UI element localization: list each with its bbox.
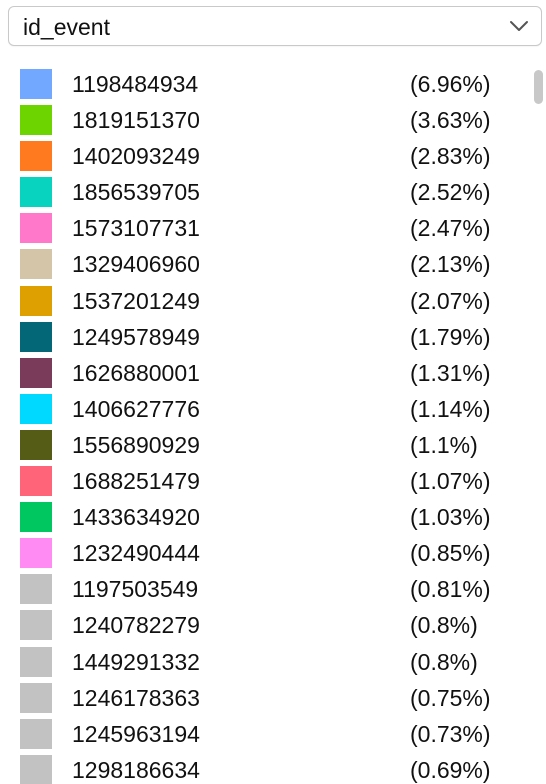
legend-item[interactable]: 1556890929 (1.1%) (0, 427, 530, 463)
legend-scrollbar[interactable] (532, 60, 546, 784)
legend-item[interactable]: 1245963194 (0.73%) (0, 716, 530, 752)
color-swatch (20, 321, 52, 352)
legend-item[interactable]: 1246178363 (0.75%) (0, 680, 530, 716)
legend-item[interactable]: 1856539705 (2.52%) (0, 174, 530, 210)
legend-item-percentage: (1.14%) (410, 395, 491, 422)
legend-item-percentage: (6.96%) (410, 71, 491, 97)
legend-item-percentage: (0.8%) (410, 648, 478, 675)
legend-item-percentage: (2.83%) (410, 143, 491, 170)
color-swatch (20, 141, 52, 172)
legend-item[interactable]: 1449291332 (0.8%) (0, 644, 530, 680)
legend-item-percentage: (0.73%) (410, 720, 491, 747)
legend-item-label: 1573107731 (72, 215, 200, 242)
chevron-down-icon (510, 21, 528, 31)
legend-item-percentage: (1.31%) (410, 359, 491, 386)
color-swatch (20, 69, 52, 99)
legend-item-label: 1402093249 (72, 143, 200, 170)
color-swatch (20, 718, 52, 749)
legend-item-percentage: (0.69%) (410, 756, 491, 783)
legend-item-percentage: (2.13%) (410, 251, 491, 278)
legend-item-label: 1856539705 (72, 179, 200, 206)
legend-item-percentage: (1.79%) (410, 323, 491, 350)
color-swatch (20, 574, 52, 605)
field-select-dropdown[interactable]: id_event (8, 6, 542, 46)
legend-item-percentage: (1.03%) (410, 504, 491, 531)
legend-item-percentage: (0.85%) (410, 540, 491, 567)
color-swatch (20, 249, 52, 280)
legend-item-label: 1688251479 (72, 468, 200, 495)
legend-item-label: 1433634920 (72, 504, 200, 531)
legend-item[interactable]: 1198484934 (6.96%) (0, 66, 530, 102)
legend-item[interactable]: 1402093249 (2.83%) (0, 138, 530, 174)
legend-item-percentage: (1.07%) (410, 468, 491, 495)
legend-item-percentage: (0.8%) (410, 612, 478, 639)
color-swatch (20, 213, 52, 244)
legend-item-label: 1626880001 (72, 359, 200, 386)
color-swatch (20, 393, 52, 424)
legend-item[interactable]: 1329406960 (2.13%) (0, 246, 530, 282)
legend-item[interactable]: 1537201249 (2.07%) (0, 283, 530, 319)
legend-item-label: 1819151370 (72, 107, 200, 134)
color-swatch (20, 646, 52, 677)
legend-item-percentage: (2.52%) (410, 179, 491, 206)
legend-item[interactable]: 1197503549 (0.81%) (0, 571, 530, 607)
legend-item-label: 1198484934 (72, 71, 199, 97)
color-swatch (20, 285, 52, 316)
legend-item[interactable]: 1819151370 (3.63%) (0, 102, 530, 138)
legend-item[interactable]: 1688251479 (1.07%) (0, 463, 530, 499)
legend-list: 1198484934 (6.96%) 1819151370 (3.63%) 140209… (0, 66, 530, 784)
color-swatch (20, 610, 52, 641)
color-swatch (20, 105, 52, 136)
color-swatch (20, 429, 52, 460)
color-swatch (20, 466, 52, 497)
legend-item-label: 1298186634 (72, 756, 200, 783)
legend-item-label: 1246178363 (72, 684, 200, 711)
legend-item[interactable]: 1298186634 (0.69%) (0, 752, 530, 784)
legend-item-label: 1406627776 (72, 395, 200, 422)
legend-item[interactable]: 1406627776 (1.14%) (0, 391, 530, 427)
legend-item-label: 1240782279 (72, 612, 200, 639)
color-swatch (20, 177, 52, 208)
color-swatch (20, 682, 52, 713)
legend-item[interactable]: 1626880001 (1.31%) (0, 355, 530, 391)
field-select-value: id_event (23, 14, 110, 40)
legend-item-label: 1232490444 (72, 540, 200, 567)
legend-item-percentage: (2.07%) (410, 287, 491, 314)
legend-item-label: 1245963194 (72, 720, 200, 747)
legend-item-percentage: (1.1%) (410, 431, 478, 458)
color-swatch (20, 538, 52, 569)
legend-item-label: 1197503549 (72, 576, 199, 603)
legend-item-label: 1537201249 (72, 287, 200, 314)
color-swatch (20, 754, 52, 784)
legend-item[interactable]: 1232490444 (0.85%) (0, 535, 530, 571)
scrollbar-thumb[interactable] (534, 70, 543, 104)
legend-item-label: 1449291332 (72, 648, 200, 675)
color-swatch (20, 357, 52, 388)
legend-item-label: 1329406960 (72, 251, 200, 278)
color-swatch (20, 502, 52, 533)
legend-item-label: 1556890929 (72, 431, 200, 458)
legend-item-label: 1249578949 (72, 323, 200, 350)
legend-item[interactable]: 1240782279 (0.8%) (0, 607, 530, 643)
legend-item-percentage: (0.75%) (410, 684, 491, 711)
legend-item-percentage: (0.81%) (410, 576, 491, 603)
legend-item-percentage: (2.47%) (410, 215, 491, 242)
legend-item[interactable]: 1433634920 (1.03%) (0, 499, 530, 535)
legend-item[interactable]: 1249578949 (1.79%) (0, 319, 530, 355)
legend-item-percentage: (3.63%) (410, 107, 491, 134)
legend-item[interactable]: 1573107731 (2.47%) (0, 210, 530, 246)
